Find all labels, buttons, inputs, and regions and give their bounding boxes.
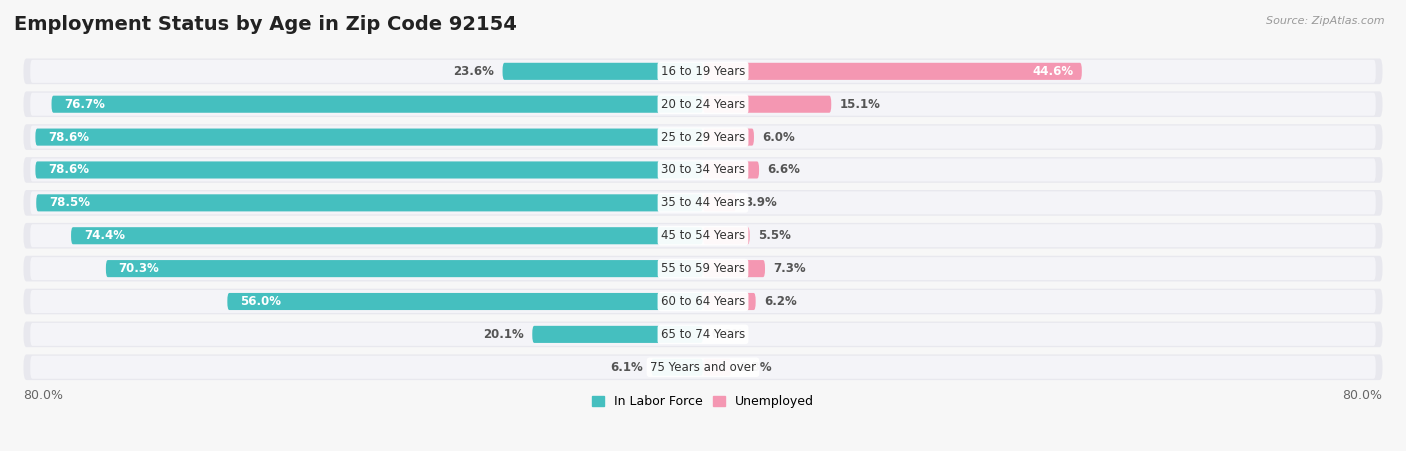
FancyBboxPatch shape (228, 293, 703, 310)
Text: Employment Status by Age in Zip Code 92154: Employment Status by Age in Zip Code 921… (14, 15, 516, 34)
FancyBboxPatch shape (703, 293, 755, 310)
Text: 3.9%: 3.9% (745, 196, 778, 209)
FancyBboxPatch shape (24, 256, 1382, 281)
FancyBboxPatch shape (24, 59, 1382, 84)
FancyBboxPatch shape (24, 223, 1382, 249)
Text: 0.0%: 0.0% (711, 328, 744, 341)
Text: 80.0%: 80.0% (1343, 389, 1382, 402)
FancyBboxPatch shape (24, 124, 1382, 150)
FancyBboxPatch shape (651, 359, 703, 376)
Text: 65 to 74 Years: 65 to 74 Years (661, 328, 745, 341)
Text: 78.6%: 78.6% (48, 163, 89, 176)
Text: 25 to 29 Years: 25 to 29 Years (661, 131, 745, 143)
Text: 74.4%: 74.4% (84, 229, 125, 242)
Legend: In Labor Force, Unemployed: In Labor Force, Unemployed (586, 390, 820, 413)
FancyBboxPatch shape (703, 161, 759, 179)
FancyBboxPatch shape (35, 129, 703, 146)
Text: 5.5%: 5.5% (758, 229, 792, 242)
Text: 6.1%: 6.1% (610, 361, 643, 374)
FancyBboxPatch shape (703, 359, 731, 376)
Text: 75 Years and over: 75 Years and over (650, 361, 756, 374)
Text: Source: ZipAtlas.com: Source: ZipAtlas.com (1267, 16, 1385, 26)
Text: 6.0%: 6.0% (762, 131, 796, 143)
Text: 80.0%: 80.0% (24, 389, 63, 402)
FancyBboxPatch shape (31, 191, 1375, 214)
Text: 30 to 34 Years: 30 to 34 Years (661, 163, 745, 176)
FancyBboxPatch shape (502, 63, 703, 80)
FancyBboxPatch shape (24, 92, 1382, 117)
Text: 20 to 24 Years: 20 to 24 Years (661, 98, 745, 110)
FancyBboxPatch shape (31, 356, 1375, 379)
FancyBboxPatch shape (31, 93, 1375, 116)
FancyBboxPatch shape (24, 190, 1382, 216)
FancyBboxPatch shape (31, 290, 1375, 313)
Text: 7.3%: 7.3% (773, 262, 806, 275)
Text: 45 to 54 Years: 45 to 54 Years (661, 229, 745, 242)
FancyBboxPatch shape (31, 125, 1375, 148)
FancyBboxPatch shape (105, 260, 703, 277)
FancyBboxPatch shape (37, 194, 703, 212)
FancyBboxPatch shape (24, 289, 1382, 314)
FancyBboxPatch shape (703, 260, 765, 277)
Text: 70.3%: 70.3% (118, 262, 159, 275)
Text: 44.6%: 44.6% (1032, 65, 1073, 78)
FancyBboxPatch shape (703, 129, 754, 146)
Text: 6.2%: 6.2% (763, 295, 797, 308)
Text: 78.5%: 78.5% (49, 196, 90, 209)
FancyBboxPatch shape (72, 227, 703, 244)
FancyBboxPatch shape (31, 257, 1375, 280)
Text: 60 to 64 Years: 60 to 64 Years (661, 295, 745, 308)
FancyBboxPatch shape (52, 96, 703, 113)
Text: 55 to 59 Years: 55 to 59 Years (661, 262, 745, 275)
Text: 76.7%: 76.7% (65, 98, 105, 110)
FancyBboxPatch shape (703, 194, 737, 212)
Text: 6.6%: 6.6% (768, 163, 800, 176)
Text: 15.1%: 15.1% (839, 98, 880, 110)
Text: 56.0%: 56.0% (240, 295, 281, 308)
FancyBboxPatch shape (533, 326, 703, 343)
Text: 23.6%: 23.6% (453, 65, 494, 78)
Text: 35 to 44 Years: 35 to 44 Years (661, 196, 745, 209)
FancyBboxPatch shape (703, 227, 749, 244)
Text: 78.6%: 78.6% (48, 131, 89, 143)
FancyBboxPatch shape (31, 60, 1375, 83)
FancyBboxPatch shape (24, 354, 1382, 380)
FancyBboxPatch shape (703, 96, 831, 113)
FancyBboxPatch shape (703, 63, 1081, 80)
FancyBboxPatch shape (31, 224, 1375, 247)
Text: 16 to 19 Years: 16 to 19 Years (661, 65, 745, 78)
Text: 3.3%: 3.3% (740, 361, 772, 374)
FancyBboxPatch shape (24, 322, 1382, 347)
FancyBboxPatch shape (31, 158, 1375, 181)
FancyBboxPatch shape (31, 323, 1375, 346)
Text: 20.1%: 20.1% (484, 328, 524, 341)
FancyBboxPatch shape (35, 161, 703, 179)
FancyBboxPatch shape (24, 157, 1382, 183)
